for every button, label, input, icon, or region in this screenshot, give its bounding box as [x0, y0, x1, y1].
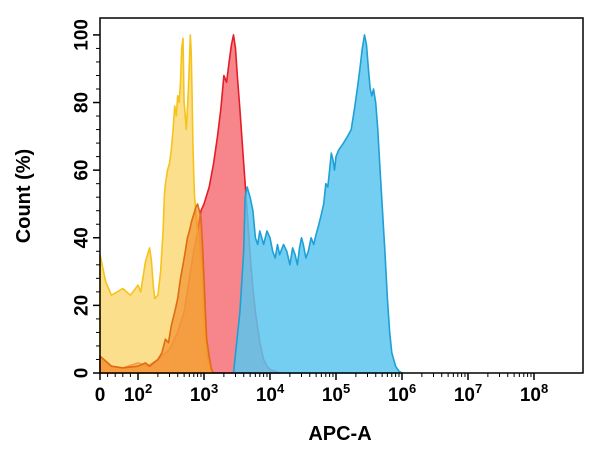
x-tick-label: 108: [520, 381, 548, 406]
axes-layer: [93, 17, 584, 380]
x-tick-label: 104: [256, 381, 285, 406]
y-tick-label: 80: [72, 92, 93, 113]
y-axis-title: Count (%): [13, 149, 35, 243]
x-axis-title: APC-A: [308, 423, 371, 445]
histogram-series-3: [232, 34, 403, 374]
y-tick-label: 0: [72, 368, 93, 379]
plot-frame: [99, 17, 584, 374]
x-tick-label: 107: [454, 381, 482, 406]
x-tick-label: 105: [322, 381, 350, 406]
x-tick-label: 106: [388, 381, 416, 406]
y-tick-label: 60: [72, 160, 93, 181]
x-tick-label: 102: [124, 381, 152, 406]
series-layer: [99, 34, 403, 374]
y-tick-label: 100: [72, 19, 93, 51]
y-tick-label: 20: [72, 295, 93, 316]
x-tick-label: 0: [95, 385, 106, 406]
tick-labels: 0 20 40 60 80 100 0 102 103 104 105 106 107 108: [72, 19, 549, 406]
histogram-series-4: [99, 203, 215, 374]
y-tick-label: 40: [72, 227, 93, 248]
x-tick-label: 103: [190, 381, 218, 406]
